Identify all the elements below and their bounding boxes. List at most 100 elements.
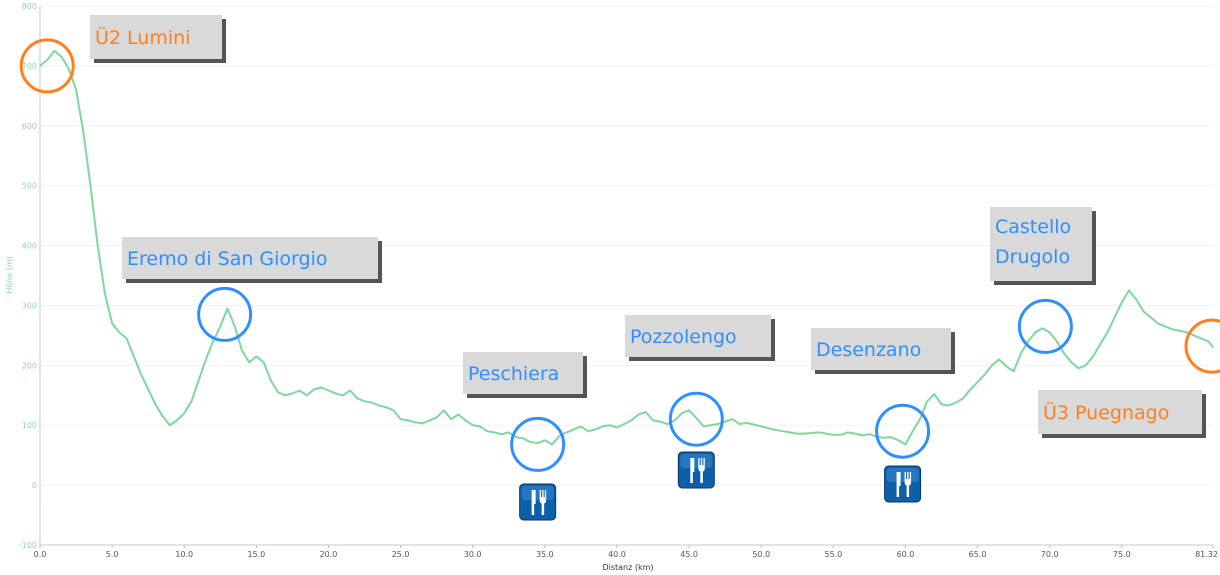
elevation-point xyxy=(638,413,640,416)
highlight-circles xyxy=(19,38,1220,472)
elevation-point xyxy=(378,404,380,407)
elevation-point xyxy=(537,442,539,444)
elevation-point xyxy=(320,386,322,389)
elevation-point xyxy=(508,431,510,434)
elevation-point xyxy=(97,244,99,247)
x-tick-label: 10.0 xyxy=(175,550,193,559)
restaurant-icons xyxy=(519,451,922,521)
elevation-point xyxy=(1157,322,1159,325)
x-tick-label: 30.0 xyxy=(464,550,482,559)
elevation-point xyxy=(1056,340,1058,342)
elevation-point xyxy=(436,416,438,419)
elevation-point xyxy=(775,429,777,431)
elevation-point xyxy=(183,412,185,414)
elevation-point xyxy=(948,404,950,407)
elevation-point xyxy=(847,431,849,434)
elevation-point xyxy=(68,68,70,70)
elevation-point xyxy=(248,361,250,363)
y-tick-label: -100 xyxy=(19,541,37,550)
elevation-point xyxy=(710,424,712,426)
elevation-point xyxy=(1200,337,1202,339)
elevation-point xyxy=(702,425,705,428)
place-label-text: Desenzano xyxy=(816,339,921,361)
elevation-point xyxy=(630,419,633,422)
place-label: Eremo di San Giorgio xyxy=(122,237,382,283)
elevation-point xyxy=(450,418,452,420)
elevation-point xyxy=(695,417,697,419)
x-tick-label: 5.0 xyxy=(106,550,119,559)
place-label: Castello Drugolo xyxy=(990,207,1096,285)
y-tick-label: 400 xyxy=(22,242,37,251)
elevation-point xyxy=(674,419,676,422)
elevation-point xyxy=(587,430,589,432)
x-tick-label: 20.0 xyxy=(320,550,338,559)
elevation-point xyxy=(140,373,142,375)
elevation-point xyxy=(760,425,762,428)
elevation-point xyxy=(904,443,907,445)
elevation-point xyxy=(169,424,171,426)
elevation-point xyxy=(1142,310,1145,313)
elevation-point xyxy=(1020,352,1022,354)
restaurant-icon xyxy=(519,483,557,521)
highlight-circle xyxy=(668,391,724,447)
elevation-point xyxy=(854,433,856,435)
elevation-point xyxy=(522,437,524,439)
x-tick-label: 45.0 xyxy=(680,550,698,559)
x-tick-label: 81.32 xyxy=(1195,550,1218,559)
x-tick-label: 35.0 xyxy=(536,550,554,559)
elevation-point xyxy=(955,401,957,404)
elevation-point xyxy=(782,430,784,432)
elevation-point xyxy=(349,389,351,392)
x-tick-label: 0.0 xyxy=(34,550,47,559)
elevation-point xyxy=(666,423,669,425)
elevation-point xyxy=(515,436,517,438)
elevation-point xyxy=(190,400,193,402)
elevation-point xyxy=(176,419,178,422)
elevation-point xyxy=(1186,331,1188,333)
elevation-point xyxy=(104,292,106,295)
elevation-point xyxy=(327,389,330,392)
highlight-circle xyxy=(1017,298,1073,354)
elevation-point xyxy=(262,361,265,363)
elevation-point xyxy=(1005,365,1008,368)
highlight-circle xyxy=(510,416,566,472)
elevation-point xyxy=(270,379,272,381)
elevation-point xyxy=(428,419,431,422)
y-tick-labels: -100 0 100 200 300 400 500 600 700 800 xyxy=(19,2,37,550)
elevation-point xyxy=(335,392,337,395)
highlight-circle xyxy=(197,286,253,342)
elevation-point xyxy=(1121,301,1123,304)
x-axis-label: Distanz (km) xyxy=(602,563,653,572)
elevation-point xyxy=(464,419,467,422)
x-tick-label: 40.0 xyxy=(608,550,626,559)
elevation-point xyxy=(926,400,928,402)
elevation-point xyxy=(544,439,546,441)
y-tick-label: 0 xyxy=(32,481,37,490)
y-tick-label: 100 xyxy=(22,421,37,430)
elevation-point xyxy=(1027,340,1029,342)
x-tick-label: 75.0 xyxy=(1113,550,1131,559)
y-tick-label: 200 xyxy=(22,361,37,370)
elevation-point xyxy=(601,425,604,428)
elevation-point xyxy=(883,437,885,439)
elevation-point xyxy=(529,441,532,443)
elevation-point xyxy=(825,433,827,435)
elevation-point xyxy=(306,394,308,396)
elevation-point xyxy=(832,434,834,436)
elevation-point xyxy=(1041,327,1044,329)
elevation-point xyxy=(255,355,257,357)
elevation-point xyxy=(61,56,63,58)
elevation-point xyxy=(82,131,84,133)
elevation-point xyxy=(1049,331,1051,333)
elevation-point xyxy=(493,431,495,434)
elevation-point xyxy=(313,388,315,390)
elevation-point xyxy=(118,331,120,333)
elevation-point xyxy=(1150,316,1152,319)
elevation-point xyxy=(392,409,395,411)
elevation-point xyxy=(940,403,943,405)
x-tick-label: 25.0 xyxy=(392,550,410,559)
elevation-point xyxy=(688,409,690,411)
place-label: Pozzolengo xyxy=(625,315,775,361)
elevation-point xyxy=(486,430,488,432)
